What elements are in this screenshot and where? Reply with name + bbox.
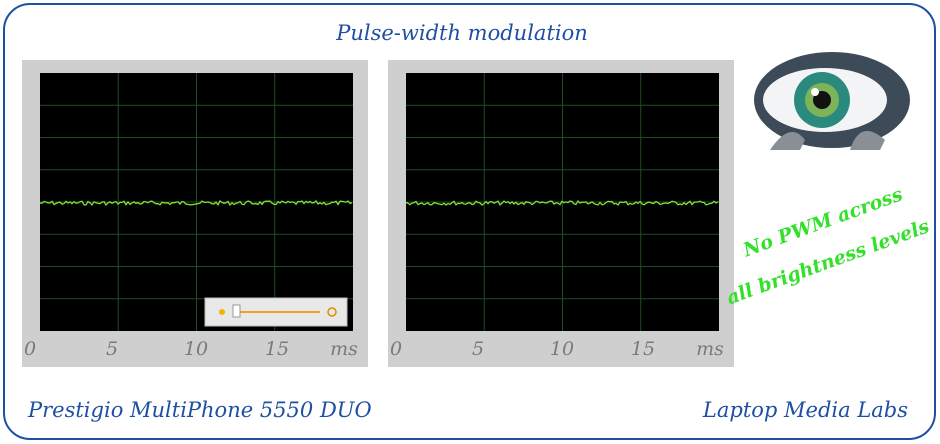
scope-panel: 0 5 10 15 ms xyxy=(22,60,368,367)
title: Pulse-width modulation xyxy=(335,21,588,45)
x-tick-label: 10 xyxy=(184,338,208,360)
slider-thumb xyxy=(232,304,241,318)
x-tick-label: 15 xyxy=(265,338,289,360)
signal-trace xyxy=(39,200,353,207)
device-name: Prestigio MultiPhone 5550 DUO xyxy=(27,398,372,422)
x-tick-label: 15 xyxy=(631,338,655,360)
scope-panel: 0 5 10 15 ms xyxy=(388,60,734,367)
source: Laptop Media Labs xyxy=(702,398,908,422)
slider-icon xyxy=(219,309,225,315)
panels: 0 5 10 15 ms 0 5 10 15 ms xyxy=(22,60,734,367)
x-tick-label: 5 xyxy=(106,338,118,360)
x-unit: ms xyxy=(696,338,724,360)
x-unit: ms xyxy=(330,338,358,360)
eye-image xyxy=(754,52,910,150)
signal-trace xyxy=(405,200,719,206)
slider-icon xyxy=(327,307,337,317)
x-tick-label: 0 xyxy=(390,338,402,360)
x-tick-label: 0 xyxy=(24,338,36,360)
x-tick-label: 10 xyxy=(550,338,574,360)
x-tick-label: 5 xyxy=(472,338,484,360)
